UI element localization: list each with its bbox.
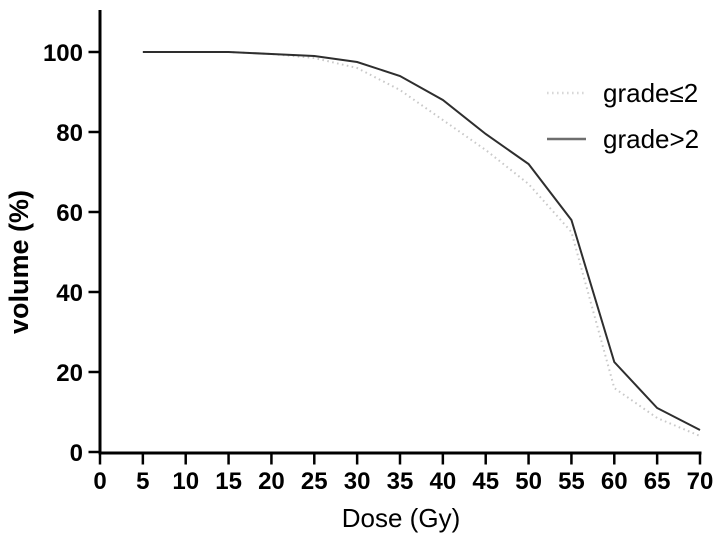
x-tick-label: 20 <box>258 468 285 495</box>
x-tick-label: 30 <box>344 468 371 495</box>
x-tick-label: 5 <box>136 468 149 495</box>
y-tick-label: 20 <box>56 360 83 387</box>
x-tick-label: 60 <box>601 468 628 495</box>
x-tick-label: 10 <box>172 468 199 495</box>
y-tick-label: 100 <box>43 40 83 67</box>
legend-label-1: grade>2 <box>603 124 699 154</box>
y-tick-label: 80 <box>56 120 83 147</box>
y-tick-label: 40 <box>56 280 83 307</box>
x-axis-title: Dose (Gy) <box>342 503 460 533</box>
y-axis-title: volume (%) <box>4 190 34 334</box>
series-line-1 <box>142 51 701 431</box>
x-tick-label: 70 <box>687 468 714 495</box>
x-tick-label: 25 <box>301 468 328 495</box>
x-tick-label: 45 <box>472 468 499 495</box>
legend-label-0: grade≤2 <box>603 78 698 108</box>
y-tick-label: 60 <box>56 200 83 227</box>
x-tick-label: 15 <box>215 468 242 495</box>
x-tick-label: 0 <box>93 468 106 495</box>
series-line-0 <box>142 51 701 437</box>
x-tick-label: 55 <box>558 468 585 495</box>
x-tick-label: 35 <box>387 468 414 495</box>
y-tick-label: 0 <box>70 440 83 467</box>
x-tick-label: 40 <box>430 468 457 495</box>
x-tick-label: 65 <box>644 468 671 495</box>
x-tick-label: 50 <box>515 468 542 495</box>
